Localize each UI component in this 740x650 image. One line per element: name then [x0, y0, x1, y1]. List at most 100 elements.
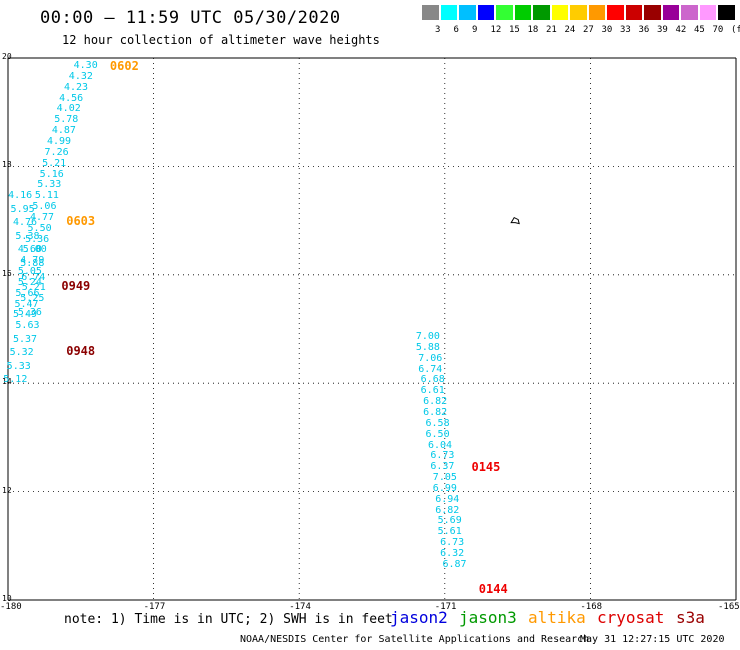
wave-height-point: 5.49: [12, 309, 38, 321]
legend-label: 9: [472, 25, 478, 35]
legend-label: 6: [453, 25, 459, 35]
legend-label: 27: [583, 25, 594, 35]
wave-height-point: 4.56: [59, 92, 84, 104]
lat-tick-label: 18: [2, 160, 12, 170]
wave-height-point: 7.05: [432, 472, 457, 484]
legend-swatch: [440, 5, 457, 20]
wave-height-point: 5.78: [54, 114, 79, 126]
wave-height-point: 5.06: [32, 201, 57, 213]
legend-swatch: [551, 5, 568, 20]
wave-height-point: 6.82: [423, 396, 448, 408]
wave-height-point: 6.61: [420, 385, 445, 397]
wave-height-point: 5.33: [37, 179, 62, 191]
legend-label: (ft): [731, 25, 740, 35]
wave-height-point: 6.82: [435, 504, 460, 516]
legend-swatch: [422, 5, 439, 20]
wave-height-point: 5.24: [17, 276, 42, 288]
wave-height-point: 5.69: [437, 515, 462, 527]
wave-height-point: 6.82: [423, 407, 448, 418]
satellite-name: altika: [528, 608, 586, 627]
wave-height-point: 5.16: [39, 168, 64, 180]
wave-height-point: 4.30: [73, 60, 98, 72]
lon-tick-label: -168: [580, 602, 603, 612]
wave-height-point: 5.32: [9, 347, 34, 359]
wave-height-point: 5.88: [415, 341, 440, 353]
wave-height-point: 5.25: [20, 293, 45, 305]
footer-note: note: 1) Time is in UTC; 2) SWH is in fe…: [64, 612, 393, 627]
wave-height-point: 4.02: [56, 103, 81, 115]
wave-height-point: 4.77: [29, 211, 55, 223]
wave-height-point: 6.32: [440, 547, 465, 559]
wave-height-point: 6.87: [442, 558, 467, 570]
wave-height-point: 5.50: [27, 222, 52, 234]
pass-time-label: 0948: [66, 343, 96, 358]
legend-swatch: [459, 5, 476, 20]
satellite-name: jason2: [390, 608, 448, 627]
legend-label: 3: [435, 25, 441, 35]
legend-label: 39: [657, 25, 668, 35]
wave-height-point: 6.58: [425, 417, 450, 429]
wave-height-point: 5.36: [17, 306, 42, 318]
legend-swatch: [644, 5, 661, 20]
wave-height-point: 4.23: [63, 81, 89, 93]
map-title: 00:00 – 11:59 UTC 05/30/2020: [40, 8, 341, 28]
lon-tick-label: -174: [289, 602, 311, 612]
legend-swatch: [625, 5, 642, 20]
legend-swatch: [607, 5, 624, 20]
legend-swatch: [477, 5, 494, 20]
lon-tick-label: -177: [143, 602, 166, 612]
legend-label: 36: [638, 25, 650, 35]
credit-text: NOAA/NESDIS Center for Satellite Applica…: [240, 634, 590, 645]
lon-tick-label: -165: [718, 602, 740, 612]
wave-height-point: 7.06: [418, 352, 443, 364]
legend-label: 15: [509, 25, 520, 35]
wave-height-point: 6.73: [440, 537, 465, 549]
island-outline: [510, 216, 520, 225]
wave-height-point: 7.00: [415, 331, 440, 343]
wave-height-point: 6.74: [418, 363, 443, 375]
lat-tick-label: 20: [2, 52, 12, 61]
legend-swatch: [718, 5, 735, 20]
legend-swatch: [699, 5, 716, 20]
wave-height-point: 6.99: [432, 482, 457, 494]
wave-height-point: 4.76: [12, 217, 38, 229]
wave-height-point: 4.16: [8, 190, 33, 202]
wave-height-point: 4.60: [17, 244, 42, 256]
legend-label: 70: [712, 25, 724, 35]
wave-height-point: 5.66: [15, 287, 40, 299]
wave-height-point: 4.32: [68, 70, 93, 82]
wave-height-point: 7.26: [44, 146, 69, 158]
wave-height-point: 6.50: [425, 428, 450, 440]
legend-label: 33: [620, 25, 631, 35]
wave-height-point: 5.11: [34, 190, 59, 202]
lat-tick-label: 16: [2, 268, 12, 278]
map-subtitle: 12 hour collection of altimeter wave hei…: [62, 33, 380, 47]
wave-height-point: 4.99: [46, 136, 72, 147]
lat-tick-label: 12: [2, 485, 12, 495]
wave-height-point: 6.68: [420, 374, 445, 386]
pass-time-label: 0603: [66, 213, 96, 228]
satellite-name: cryosat: [597, 608, 665, 627]
wave-height-point: 6.04: [427, 439, 453, 451]
lat-tick-label: 10: [2, 594, 12, 603]
legend-swatch: [533, 5, 550, 20]
wave-height-point: 5.00: [22, 244, 47, 256]
legend-swatch: [570, 5, 587, 20]
legend-swatch: [496, 5, 513, 20]
legend-swatch: [588, 5, 605, 20]
wave-height-point: 5.63: [15, 320, 40, 332]
pass-time-label: 0602: [109, 59, 139, 74]
wave-height-point: 6.37: [430, 461, 455, 473]
wave-height-point: 5.21: [21, 282, 46, 294]
legend-label: 24: [564, 25, 576, 35]
wave-height-point: 5.37: [12, 333, 38, 345]
pass-time-label: 0145: [471, 460, 501, 475]
legend-label: 18: [527, 25, 539, 35]
pass-time-label: 0144: [478, 582, 508, 597]
legend-label: 21: [546, 25, 557, 35]
wave-height-point: 5.95: [10, 203, 35, 215]
satellite-name: jason3: [459, 608, 517, 627]
legend-label: 45: [694, 25, 705, 35]
wave-height-point: 6.74: [21, 271, 46, 283]
